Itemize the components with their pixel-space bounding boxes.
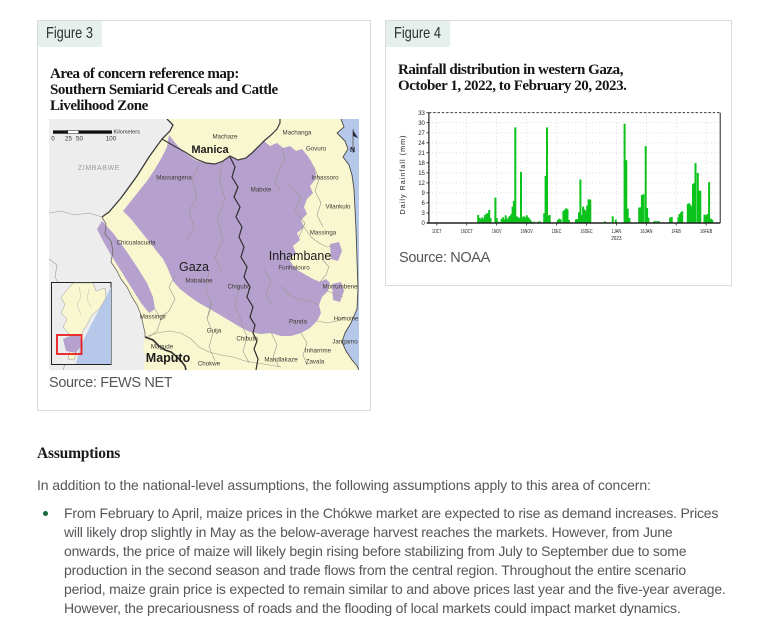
- svg-text:Inhassoro: Inhassoro: [311, 175, 339, 182]
- svg-text:Gaza: Gaza: [179, 260, 209, 274]
- svg-text:Mandlakaze: Mandlakaze: [264, 357, 298, 364]
- svg-text:25: 25: [65, 136, 72, 143]
- svg-text:6: 6: [422, 201, 426, 207]
- svg-text:Manica: Manica: [191, 144, 229, 156]
- svg-text:Maputo: Maputo: [146, 351, 191, 365]
- svg-text:16FEB: 16FEB: [700, 229, 712, 235]
- svg-text:1FEB: 1FEB: [671, 229, 681, 235]
- svg-text:Massangena: Massangena: [156, 175, 192, 182]
- svg-text:Chokwe: Chokwe: [198, 361, 221, 368]
- svg-text:Chicualacuala: Chicualacuala: [117, 240, 156, 247]
- svg-text:1NOV: 1NOV: [492, 229, 502, 235]
- svg-text:Jangamo: Jangamo: [332, 339, 358, 346]
- svg-text:Vilankulo: Vilankulo: [326, 204, 352, 211]
- svg-text:Massinga: Massinga: [310, 230, 337, 237]
- svg-text:18: 18: [418, 161, 425, 167]
- svg-text:Machaze: Machaze: [212, 134, 238, 141]
- svg-text:100: 100: [106, 136, 117, 143]
- svg-text:Zavala: Zavala: [306, 359, 325, 366]
- svg-text:Chibuto: Chibuto: [236, 336, 258, 343]
- svg-text:16JAN: 16JAN: [640, 229, 652, 235]
- svg-text:15: 15: [418, 171, 425, 177]
- svg-text:33: 33: [418, 111, 425, 117]
- svg-text:27: 27: [418, 131, 425, 137]
- svg-text:21: 21: [418, 151, 425, 157]
- svg-text:1JAN: 1JAN: [612, 229, 622, 235]
- svg-text:ZIMBABWE: ZIMBABWE: [78, 165, 120, 172]
- svg-text:16OCT: 16OCT: [461, 229, 474, 235]
- svg-text:2023: 2023: [611, 236, 621, 242]
- svg-text:Govuro: Govuro: [306, 146, 327, 153]
- svg-text:Machanga: Machanga: [283, 130, 312, 137]
- svg-text:1OCT: 1OCT: [432, 229, 442, 235]
- svg-text:Panda: Panda: [289, 319, 307, 326]
- svg-text:Chigubo: Chigubo: [227, 284, 251, 291]
- svg-text:16DEC: 16DEC: [580, 229, 592, 235]
- svg-text:Morrumbene: Morrumbene: [322, 284, 358, 291]
- svg-text:Mabote: Mabote: [251, 187, 272, 194]
- svg-text:Massingir: Massingir: [140, 314, 166, 321]
- svg-text:30: 30: [418, 121, 425, 127]
- svg-text:Kilometers: Kilometers: [114, 130, 141, 136]
- svg-text:3: 3: [422, 211, 426, 217]
- svg-text:Guija: Guija: [207, 328, 222, 335]
- svg-text:12: 12: [418, 181, 425, 187]
- svg-text:Homoine: Homoine: [334, 316, 359, 323]
- svg-text:0: 0: [51, 136, 55, 143]
- svg-text:9: 9: [422, 191, 426, 197]
- svg-text:Magude: Magude: [151, 344, 174, 351]
- svg-text:Funhalouro: Funhalouro: [278, 265, 310, 272]
- svg-text:Inharrime: Inharrime: [305, 348, 332, 355]
- svg-text:0: 0: [422, 221, 426, 227]
- svg-text:1DEC: 1DEC: [552, 229, 562, 235]
- svg-text:Daily Rainfall (mm): Daily Rainfall (mm): [398, 136, 407, 215]
- svg-text:Mabalane: Mabalane: [185, 278, 213, 285]
- svg-text:24: 24: [418, 141, 425, 147]
- svg-text:16NOV: 16NOV: [521, 229, 533, 235]
- svg-text:N: N: [350, 147, 355, 154]
- svg-text:50: 50: [76, 136, 83, 143]
- svg-text:Inhambane: Inhambane: [269, 249, 332, 263]
